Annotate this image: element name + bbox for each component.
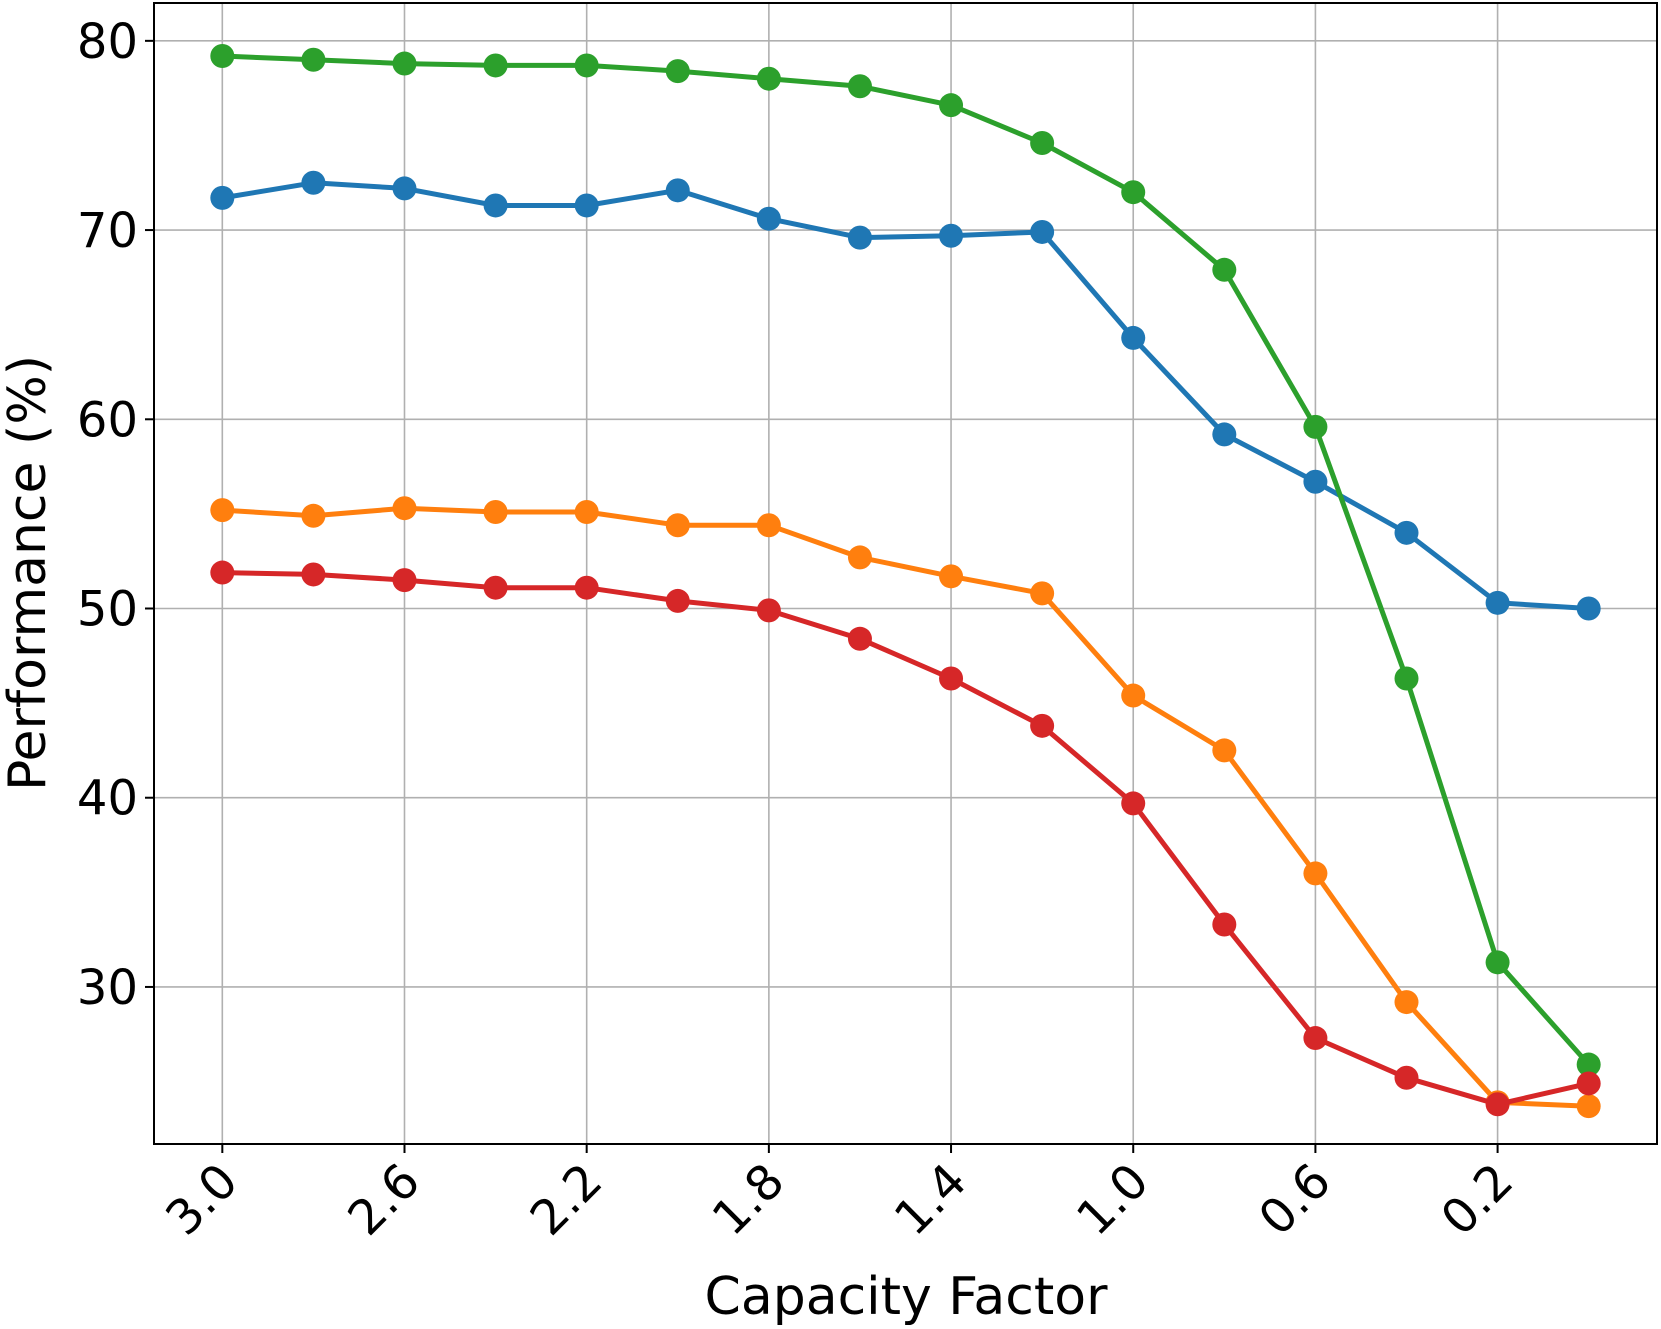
- data-point-blue: [1121, 325, 1146, 350]
- grid: [154, 3, 1657, 1144]
- x-tick-label: 1.0: [1066, 1153, 1160, 1247]
- x-tick-label: 2.2: [520, 1153, 614, 1247]
- data-point-orange: [756, 513, 781, 538]
- data-point-orange: [1121, 683, 1146, 708]
- data-point-green: [1394, 666, 1419, 691]
- data-point-orange: [301, 503, 326, 528]
- y-tick-label: 40: [77, 771, 138, 827]
- data-point-red: [1576, 1071, 1601, 1096]
- data-point-orange: [847, 545, 872, 570]
- y-axis-label: Performance (%): [0, 355, 58, 791]
- data-point-blue: [483, 193, 508, 218]
- y-tick-label: 80: [77, 14, 138, 70]
- data-point-red: [1394, 1065, 1419, 1090]
- y-tick-label: 30: [77, 960, 138, 1016]
- data-point-blue: [1030, 219, 1055, 244]
- data-point-green: [1576, 1052, 1601, 1077]
- data-point-green: [392, 51, 417, 76]
- data-point-red: [939, 666, 964, 691]
- data-point-green: [756, 66, 781, 91]
- series-orange: [210, 496, 1601, 1119]
- data-point-green: [210, 43, 235, 68]
- data-point-orange: [1576, 1094, 1601, 1119]
- x-tick-label: 3.0: [155, 1153, 249, 1247]
- y-axis-ticks: 30 40 50 60 70 80: [77, 14, 154, 1016]
- y-tick-label: 70: [77, 203, 138, 259]
- data-point-orange: [1030, 581, 1055, 606]
- data-point-red: [301, 562, 326, 587]
- data-point-blue: [1303, 469, 1328, 494]
- data-point-green: [1485, 950, 1510, 975]
- y-tick-label: 50: [77, 582, 138, 638]
- data-point-orange: [1303, 861, 1328, 886]
- data-point-green: [483, 53, 508, 78]
- data-point-red: [1121, 791, 1146, 816]
- data-point-green: [1121, 180, 1146, 205]
- data-point-green: [665, 59, 690, 84]
- data-point-red: [392, 568, 417, 593]
- plot-frame: [153, 2, 1658, 1145]
- data-point-red: [847, 626, 872, 651]
- data-point-orange: [939, 564, 964, 589]
- data-point-green: [1303, 414, 1328, 439]
- data-point-orange: [574, 500, 599, 525]
- x-axis-label: Capacity Factor: [705, 1267, 1109, 1327]
- data-point-blue: [210, 185, 235, 210]
- data-point-orange: [483, 500, 508, 525]
- data-point-green: [1030, 131, 1055, 156]
- data-point-red: [665, 588, 690, 613]
- data-point-red: [483, 575, 508, 600]
- x-tick-label: 1.8: [702, 1153, 796, 1247]
- data-point-orange: [1212, 738, 1237, 763]
- data-point-blue: [301, 170, 326, 195]
- data-point-blue: [756, 206, 781, 231]
- x-tick-label: 0.2: [1430, 1153, 1524, 1247]
- data-point-green: [301, 47, 326, 72]
- data-point-red: [1030, 713, 1055, 738]
- data-point-green: [939, 93, 964, 118]
- y-tick-label: 60: [77, 392, 138, 448]
- data-point-blue: [392, 176, 417, 201]
- data-point-orange: [210, 498, 235, 523]
- data-point-blue: [1485, 590, 1510, 615]
- series-line-orange: [219, 505, 1592, 1109]
- series-red: [210, 560, 1601, 1117]
- series-blue: [210, 170, 1601, 621]
- data-point-blue: [939, 223, 964, 248]
- data-point-green: [574, 53, 599, 78]
- data-point-blue: [574, 193, 599, 218]
- data-point-red: [574, 575, 599, 600]
- data-point-green: [1212, 257, 1237, 282]
- x-tick-label: 2.6: [337, 1153, 431, 1247]
- x-axis-ticks: 3.0 2.6 2.2 1.8 1.4 1.0 0.6 0.2: [155, 1144, 1524, 1246]
- data-point-blue: [1576, 596, 1601, 621]
- series-line-green: [219, 53, 1592, 1067]
- series-green: [210, 43, 1601, 1077]
- series-line-red: [219, 570, 1592, 1107]
- data-point-red: [1485, 1092, 1510, 1117]
- data-point-red: [210, 560, 235, 585]
- x-tick-label: 1.4: [884, 1153, 978, 1247]
- data-point-red: [1303, 1026, 1328, 1051]
- data-point-orange: [665, 513, 690, 538]
- data-point-blue: [847, 225, 872, 250]
- data-point-blue: [665, 178, 690, 203]
- series-line-blue: [219, 180, 1592, 611]
- series: [210, 43, 1601, 1119]
- data-point-green: [847, 74, 872, 99]
- data-point-orange: [392, 496, 417, 521]
- data-point-orange: [1394, 990, 1419, 1015]
- x-tick-label: 0.6: [1248, 1153, 1342, 1247]
- data-point-blue: [1394, 520, 1419, 545]
- data-point-blue: [1212, 422, 1237, 447]
- data-point-red: [756, 598, 781, 623]
- data-point-red: [1212, 912, 1237, 937]
